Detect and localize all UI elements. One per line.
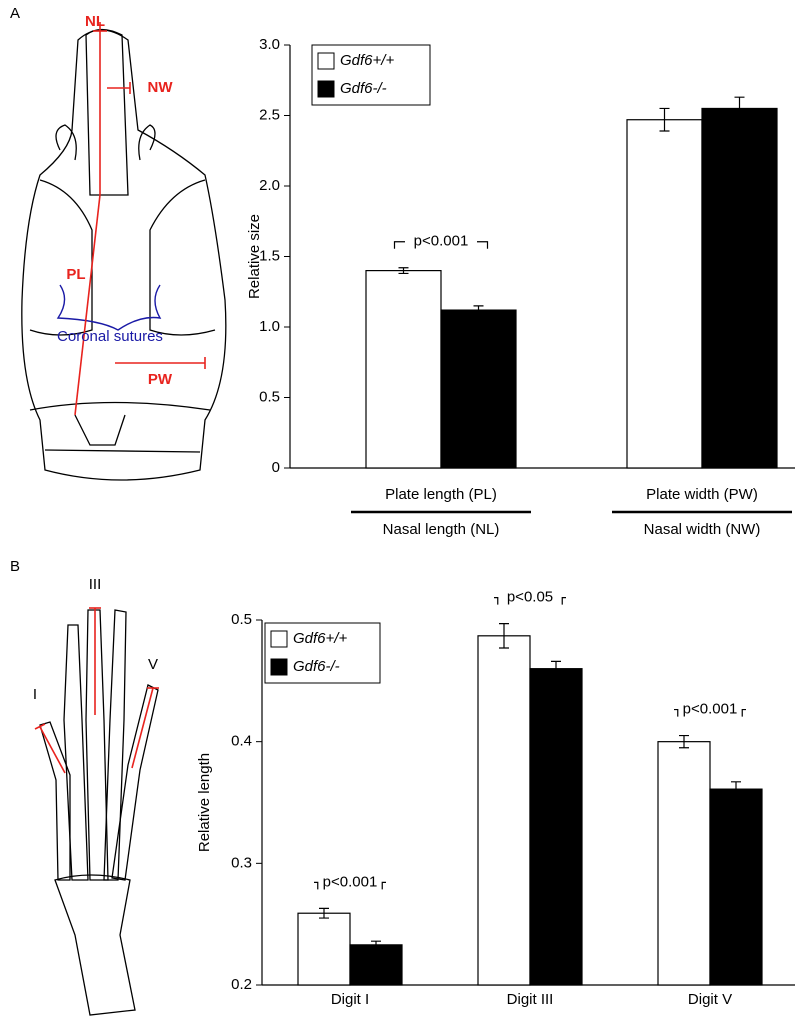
- y-tick-label: 0.5: [231, 611, 252, 628]
- bar: [440, 309, 517, 469]
- significance-bracket: [674, 708, 746, 717]
- x-tick-label: Nasal width (NW): [644, 521, 761, 538]
- legend-swatch: [270, 630, 288, 648]
- diagram-label: V: [148, 656, 158, 673]
- y-tick-label: 1.0: [259, 318, 280, 335]
- y-axis-label: Relative length: [196, 753, 213, 852]
- significance-label: p<0.001: [414, 233, 469, 250]
- bar: [477, 635, 531, 986]
- bar: [657, 741, 711, 986]
- skull-diagram: NL NW PL PW Coronal sutures: [21, 13, 227, 481]
- error-bar: [551, 660, 561, 677]
- significance-bracket: [393, 241, 489, 249]
- significance-bracket: [314, 881, 386, 890]
- error-bar: [319, 907, 329, 919]
- bar: [626, 119, 703, 469]
- y-tick-label: 0.3: [231, 854, 252, 871]
- diagram-label: III: [89, 576, 102, 593]
- diagram-label: NL: [85, 13, 105, 30]
- panel-label: A: [10, 5, 20, 22]
- bar: [365, 270, 442, 469]
- diagram-label: PW: [148, 371, 173, 388]
- bar: [297, 912, 351, 986]
- significance-label: p<0.001: [683, 701, 738, 718]
- panel-label: B: [10, 558, 20, 575]
- diagram-label: Coronal sutures: [57, 328, 163, 345]
- error-bar: [371, 940, 381, 950]
- x-tick-label: Nasal length (NL): [383, 521, 500, 538]
- y-tick-label: 3.0: [259, 36, 280, 53]
- bar: [709, 788, 763, 986]
- diagram-label: I: [33, 686, 37, 703]
- bar: [529, 668, 583, 986]
- y-tick-label: 0.5: [259, 388, 280, 405]
- bar: [701, 107, 778, 469]
- y-tick-label: 0.4: [231, 733, 252, 750]
- legend-label: Gdf6-/-: [293, 658, 340, 675]
- x-tick-label: Plate width (PW): [646, 486, 758, 503]
- error-bar: [499, 623, 509, 649]
- legend-label: Gdf6+/+: [340, 52, 394, 69]
- diagram-label: PL: [66, 266, 85, 283]
- diagram-label: NW: [148, 79, 174, 96]
- significance-bracket: [494, 597, 566, 605]
- legend-swatch: [317, 80, 335, 98]
- y-tick-label: 0: [272, 459, 280, 476]
- error-bar: [473, 305, 484, 315]
- error-bar: [398, 267, 409, 275]
- y-axis-label: Relative size: [246, 214, 263, 299]
- error-bar: [659, 107, 670, 132]
- y-tick-label: 1.5: [259, 247, 280, 264]
- x-tick-label: Digit I: [331, 991, 369, 1008]
- error-bar: [731, 781, 741, 798]
- x-tick-label: Plate length (PL): [385, 486, 497, 503]
- legend-label: Gdf6-/-: [340, 80, 387, 97]
- significance-label: p<0.05: [507, 589, 553, 606]
- bar: [349, 944, 403, 986]
- y-tick-label: 0.2: [231, 976, 252, 993]
- significance-label: p<0.001: [323, 873, 378, 890]
- paw-diagram: III V I: [33, 576, 159, 1016]
- legend-label: Gdf6+/+: [293, 630, 347, 647]
- legend-swatch: [270, 658, 288, 676]
- y-tick-label: 2.0: [259, 177, 280, 194]
- x-tick-label: Digit V: [688, 991, 732, 1008]
- legend-swatch: [317, 52, 335, 70]
- error-bar: [734, 96, 745, 121]
- y-tick-label: 2.5: [259, 106, 280, 123]
- error-bar: [679, 734, 689, 749]
- x-tick-label: Digit III: [507, 991, 554, 1008]
